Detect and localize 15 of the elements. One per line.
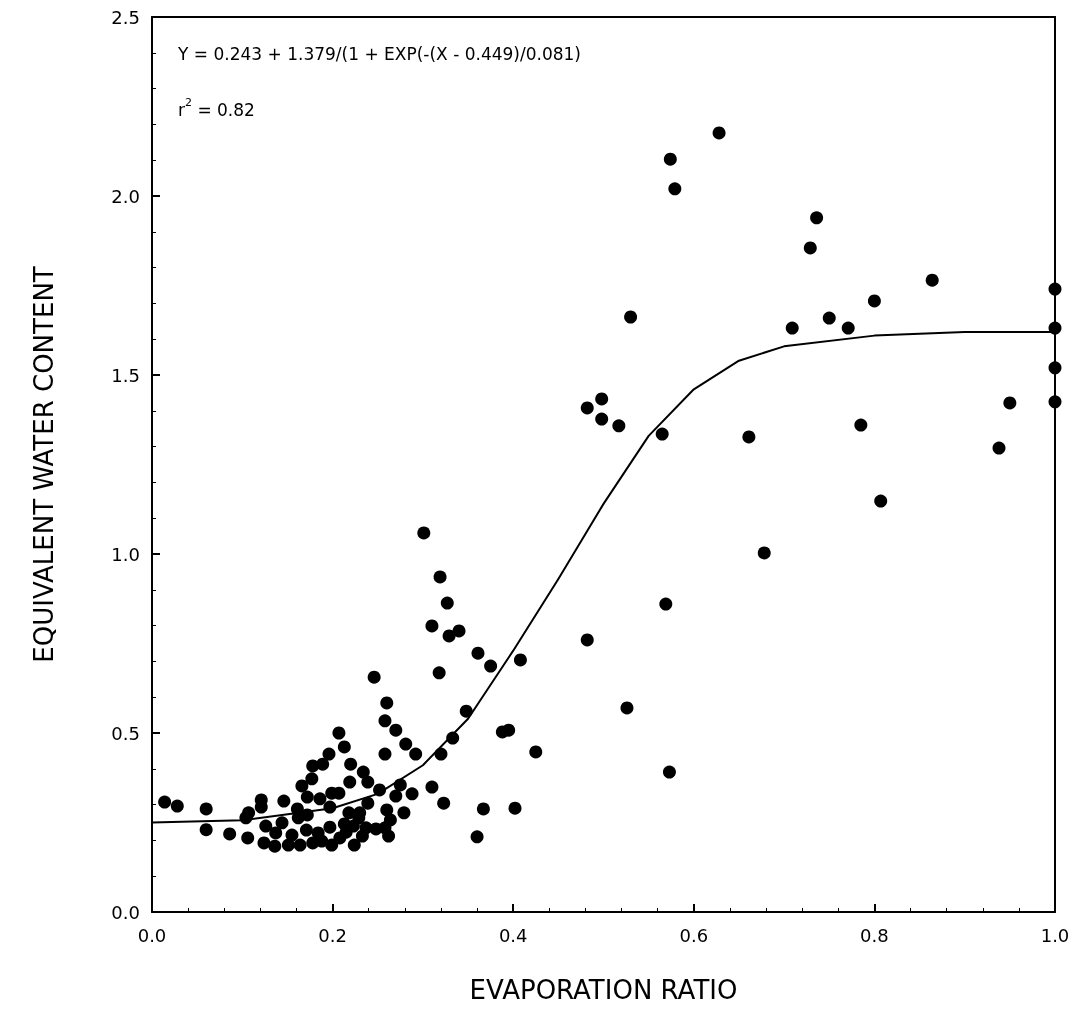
y-tick-label: 1.5	[111, 364, 140, 386]
y-tick-label: 0.0	[111, 901, 140, 923]
y-tick-label: 2.0	[111, 185, 140, 207]
x-tick-label: 0.2	[318, 924, 347, 946]
x-tick-label: 0.8	[860, 924, 889, 946]
y-tick-label: 0.5	[111, 722, 140, 744]
x-tick-label: 1.0	[1040, 924, 1070, 946]
x-axis-title: EVAPORATION RATIO	[469, 975, 738, 1005]
x-tick-label: 0.4	[498, 924, 528, 946]
annotation: Y = 0.243 + 1.379/(1 + EXP(-(X - 0.449)/0.081)	[177, 43, 582, 64]
x-tick-label: 0.6	[679, 924, 709, 946]
y-tick-label: 2.5	[111, 6, 140, 28]
y-tick-label: 1.0	[111, 543, 140, 565]
y-axis-title: EQUIVALENT WATER CONTENT	[29, 266, 59, 663]
x-tick-label: 0.0	[137, 924, 167, 946]
